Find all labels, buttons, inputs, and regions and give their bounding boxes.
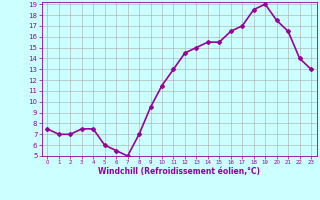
X-axis label: Windchill (Refroidissement éolien,°C): Windchill (Refroidissement éolien,°C) bbox=[98, 167, 260, 176]
